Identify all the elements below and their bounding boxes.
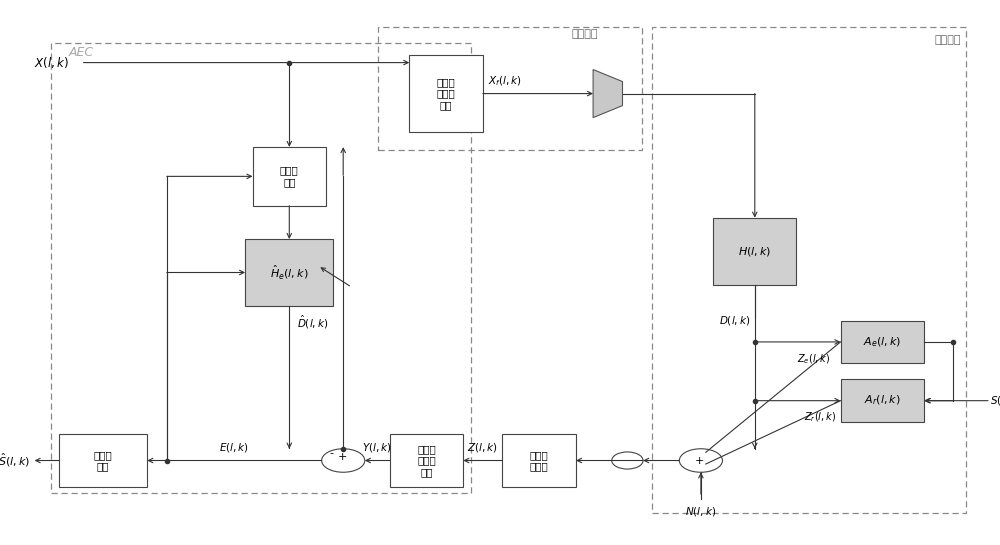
- Bar: [713, 218, 796, 284]
- Text: $E(l,k)$: $E(l,k)$: [219, 441, 249, 454]
- Text: $D(l,k)$: $D(l,k)$: [719, 314, 750, 327]
- Bar: [378, 27, 642, 150]
- Text: $Z_r(l,k)$: $Z_r(l,k)$: [804, 410, 836, 424]
- Text: 时钟漂
移模块: 时钟漂 移模块: [530, 450, 549, 471]
- Bar: [253, 147, 326, 206]
- Text: $\hat{D}(l,k)$: $\hat{D}(l,k)$: [297, 314, 328, 331]
- Text: $A_e(l,k)$: $A_e(l,k)$: [863, 335, 901, 349]
- Text: 模拟系统: 模拟系统: [572, 29, 598, 39]
- Bar: [245, 239, 333, 306]
- Text: 延时估
计器: 延时估 计器: [280, 166, 299, 187]
- Bar: [390, 434, 463, 487]
- Bar: [409, 55, 483, 132]
- Bar: [51, 43, 471, 493]
- Text: $\hat{S}(l,k)$: $\hat{S}(l,k)$: [0, 452, 30, 469]
- Bar: [59, 434, 147, 487]
- Text: 下行缓
冲波动
模块: 下行缓 冲波动 模块: [437, 77, 455, 110]
- Polygon shape: [593, 70, 622, 118]
- Text: 后置滤
波器: 后置滤 波器: [94, 450, 112, 471]
- Text: $X_f(l,k)$: $X_f(l,k)$: [488, 75, 522, 88]
- Text: $X(l,k)$: $X(l,k)$: [34, 55, 69, 70]
- Text: $\hat{H}_e(l,k)$: $\hat{H}_e(l,k)$: [270, 263, 309, 282]
- Bar: [502, 434, 576, 487]
- Text: +: +: [695, 456, 705, 465]
- Text: $Z(l,k)$: $Z(l,k)$: [467, 441, 498, 454]
- Bar: [652, 27, 966, 513]
- Text: $A_r(l,k)$: $A_r(l,k)$: [864, 394, 901, 408]
- Text: $Z_e(l,k)$: $Z_e(l,k)$: [797, 353, 831, 366]
- Text: 模拟房间: 模拟房间: [934, 35, 961, 45]
- Text: +: +: [338, 452, 347, 462]
- Text: $Y(l,k)$: $Y(l,k)$: [362, 441, 392, 454]
- Bar: [841, 320, 924, 364]
- Bar: [841, 379, 924, 422]
- Text: 上行缓
冲波动
模块: 上行缓 冲波动 模块: [417, 444, 436, 477]
- Text: -: -: [329, 448, 333, 458]
- Text: $H(l,k)$: $H(l,k)$: [738, 245, 771, 258]
- Text: $S(l,k)$: $S(l,k)$: [990, 394, 1000, 407]
- Text: $N(l,k)$: $N(l,k)$: [685, 505, 716, 518]
- Text: AEC: AEC: [69, 46, 94, 59]
